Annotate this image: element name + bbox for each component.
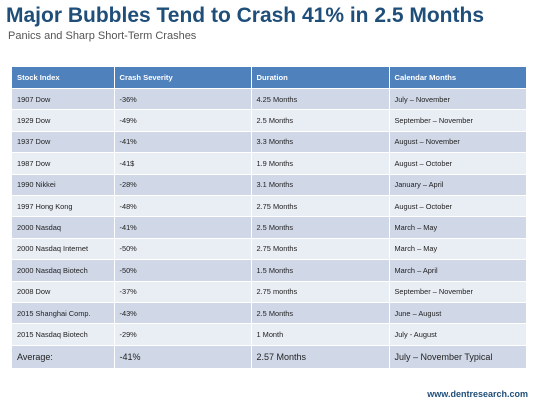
cell-crash-severity: -28% <box>114 173 252 196</box>
cell-duration: 2.5 Months <box>251 301 390 324</box>
cell-calendar-months: March – May <box>389 216 526 239</box>
cell-crash-severity: -36% <box>114 87 252 110</box>
crash-table: Stock Index Crash Severity Duration Cale… <box>12 67 526 368</box>
cell-duration: 2.5 Months <box>251 109 390 132</box>
cell-duration: 2.75 Months <box>251 194 390 217</box>
cell-calendar-months: September – November <box>389 280 526 303</box>
footer-url[interactable]: www.dentresearch.com <box>427 389 528 399</box>
cell-stock-index: 1987 Dow <box>12 152 115 175</box>
cell-duration: 3.1 Months <box>251 173 390 196</box>
table-header-row: Stock Index Crash Severity Duration Cale… <box>12 67 526 89</box>
header-duration: Duration <box>251 67 390 89</box>
cell-duration: 2.75 months <box>251 280 390 303</box>
table-row: 2015 Shanghai Comp. -43% 2.5 Months June… <box>12 301 526 324</box>
cell-stock-index: 2000 Nasdaq Internet <box>12 237 115 260</box>
table-row: 1997 Hong Kong -48% 2.75 Months August –… <box>12 194 526 217</box>
page-title: Major Bubbles Tend to Crash 41% in 2.5 M… <box>6 4 485 27</box>
cell-stock-index: 2000 Nasdaq <box>12 216 115 239</box>
cell-crash-severity: -43% <box>114 301 252 324</box>
cell-calendar-months: September – November <box>389 109 526 132</box>
cell-duration: 3.3 Months <box>251 130 390 153</box>
cell-calendar-months: March – April <box>389 259 526 282</box>
table-row: 2000 Nasdaq -41% 2.5 Months March – May <box>12 216 526 239</box>
cell-crash-severity: -50% <box>114 237 252 260</box>
cell-crash-severity: -41$ <box>114 152 252 175</box>
cell-duration: 1.5 Months <box>251 259 390 282</box>
table-row: 1937 Dow -41% 3.3 Months August – Novemb… <box>12 130 526 153</box>
cell-calendar-months: August – October <box>389 194 526 217</box>
average-calendar-months: July – November Typical <box>389 344 526 368</box>
header-stock-index: Stock Index <box>12 67 115 89</box>
cell-duration: 1 Month <box>251 323 390 346</box>
cell-crash-severity: -49% <box>114 109 252 132</box>
header-crash-severity: Crash Severity <box>114 67 252 89</box>
cell-duration: 4.25 Months <box>251 87 390 110</box>
table-row: 1987 Dow -41$ 1.9 Months August – Octobe… <box>12 152 526 175</box>
average-duration: 2.57 Months <box>251 344 390 368</box>
cell-stock-index: 2000 Nasdaq Biotech <box>12 259 115 282</box>
cell-stock-index: 1937 Dow <box>12 130 115 153</box>
table-row: 2008 Dow -37% 2.75 months September – No… <box>12 280 526 303</box>
cell-crash-severity: -41% <box>114 130 252 153</box>
table-row: 2000 Nasdaq Internet -50% 2.75 Months Ma… <box>12 237 526 260</box>
cell-crash-severity: -50% <box>114 259 252 282</box>
cell-crash-severity: -48% <box>114 194 252 217</box>
cell-stock-index: 2015 Nasdaq Biotech <box>12 323 115 346</box>
cell-crash-severity: -37% <box>114 280 252 303</box>
table-row: 1907 Dow -36% 4.25 Months July – Novembe… <box>12 87 526 110</box>
cell-calendar-months: August – November <box>389 130 526 153</box>
cell-stock-index: 2008 Dow <box>12 280 115 303</box>
table-row: 1929 Dow -49% 2.5 Months September – Nov… <box>12 109 526 132</box>
cell-calendar-months: June – August <box>389 301 526 324</box>
cell-stock-index: 1990 Nikkei <box>12 173 115 196</box>
cell-stock-index: 1997 Hong Kong <box>12 194 115 217</box>
cell-duration: 2.5 Months <box>251 216 390 239</box>
cell-calendar-months: July - August <box>389 323 526 346</box>
table-row: 2015 Nasdaq Biotech -29% 1 Month July - … <box>12 323 526 346</box>
cell-calendar-months: March – May <box>389 237 526 260</box>
average-crash-severity: -41% <box>114 344 252 368</box>
cell-crash-severity: -41% <box>114 216 252 239</box>
average-row: Average: -41% 2.57 Months July – Novembe… <box>12 344 526 368</box>
cell-duration: 1.9 Months <box>251 152 390 175</box>
cell-calendar-months: January – April <box>389 173 526 196</box>
cell-stock-index: 1929 Dow <box>12 109 115 132</box>
cell-calendar-months: July – November <box>389 87 526 110</box>
page-subtitle: Panics and Sharp Short-Term Crashes <box>8 30 197 42</box>
cell-calendar-months: August – October <box>389 152 526 175</box>
header-calendar-months: Calendar Months <box>389 67 526 89</box>
cell-stock-index: 2015 Shanghai Comp. <box>12 301 115 324</box>
cell-stock-index: 1907 Dow <box>12 87 115 110</box>
cell-crash-severity: -29% <box>114 323 252 346</box>
cell-duration: 2.75 Months <box>251 237 390 260</box>
average-label: Average: <box>12 344 115 368</box>
table-row: 1990 Nikkei -28% 3.1 Months January – Ap… <box>12 173 526 196</box>
table-row: 2000 Nasdaq Biotech -50% 1.5 Months Marc… <box>12 259 526 282</box>
